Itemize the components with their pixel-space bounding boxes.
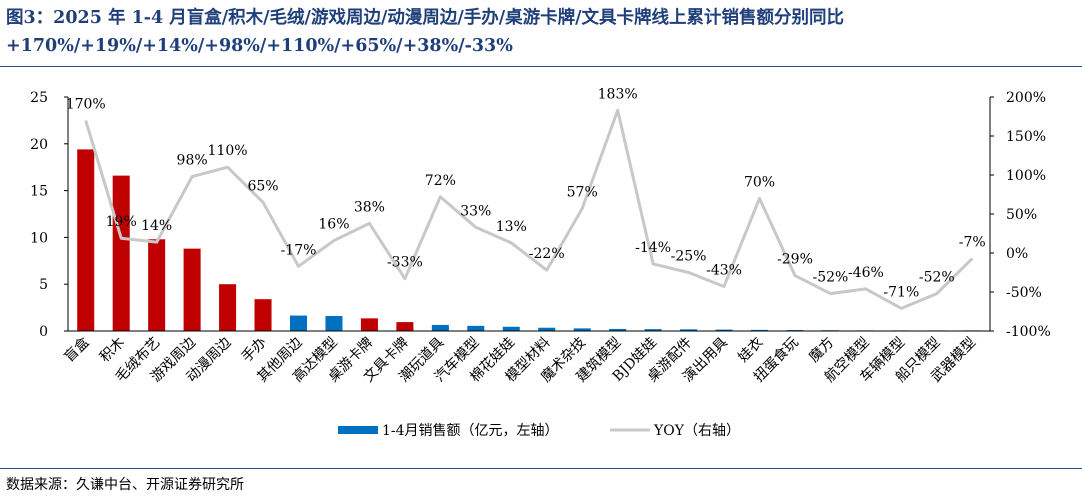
bar-6 (254, 299, 272, 331)
yoy-label-15: 57% (567, 185, 598, 201)
bar-16 (609, 328, 627, 331)
bar-4 (183, 248, 201, 331)
yoy-label-6: 65% (247, 178, 278, 194)
x-tick-label: 积木 (97, 335, 128, 366)
right-tick-label: -50% (1006, 285, 1042, 301)
left-y-axis: 0 5 10 15 20 25 (30, 90, 69, 340)
legend-bar-label: 1-4月销售额（亿元，左轴） (382, 423, 559, 439)
yoy-line (84, 108, 974, 310)
yoy-data-labels: 170% 19% 14% 98%110% 65% -17%16% 38% -33% 72%33%… (66, 86, 986, 300)
bar-17 (644, 329, 662, 331)
bar-18 (680, 329, 698, 331)
yoy-label-21: -29% (777, 252, 813, 268)
yoy-line-series (84, 108, 974, 310)
right-tick-label: 50% (1006, 207, 1037, 223)
right-tick-label: 200% (1006, 90, 1046, 106)
yoy-label-23: -46% (848, 265, 884, 281)
left-tick-label: 15 (30, 184, 48, 200)
bar-12 (467, 325, 485, 331)
left-tick-label: 0 (39, 324, 48, 340)
legend-bar-swatch (338, 426, 378, 434)
yoy-label-9: 38% (354, 199, 385, 215)
left-tick-label: 10 (30, 230, 48, 246)
bar-5 (219, 284, 237, 331)
bar-10 (396, 322, 414, 331)
source-divider (0, 468, 1082, 469)
left-tick-label: 20 (30, 137, 48, 153)
yoy-label-2: 19% (106, 214, 137, 230)
yoy-label-24: -71% (883, 284, 919, 300)
yoy-label-1: 170% (66, 96, 106, 112)
source-note: 数据来源：久谦中台、开源证券研究所 (6, 477, 244, 493)
right-tick-label: 100% (1006, 168, 1046, 184)
bar-11 (431, 324, 449, 331)
right-y-axis: -100% -50% 0% 50% 100% 150% 200% (989, 90, 1051, 340)
x-tick-label: 盲盒 (61, 334, 93, 366)
bar-8 (325, 316, 343, 331)
bar-9 (360, 318, 378, 331)
yoy-label-12: 33% (460, 203, 491, 219)
bar-7 (289, 315, 308, 331)
title-divider (0, 66, 1082, 67)
bar-1 (77, 149, 95, 331)
bar-14 (538, 327, 556, 331)
right-tick-label: 150% (1006, 129, 1046, 145)
bar-20 (750, 329, 769, 331)
yoy-label-7: -17% (281, 242, 317, 258)
yoy-label-4: 98% (177, 153, 208, 169)
yoy-label-8: 16% (318, 217, 349, 233)
yoy-label-20: 70% (744, 174, 775, 190)
bar-15 (573, 328, 591, 331)
bar-2 (112, 175, 130, 331)
left-tick-label: 25 (30, 90, 48, 106)
yoy-label-10: -33% (387, 255, 423, 271)
bar-series (77, 149, 981, 331)
yoy-label-13: 13% (496, 219, 527, 235)
chart-title: 图3：2025 年 1-4 月盲盒/积木/毛绒/游戏周边/动漫周边/手办/桌游卡… (6, 8, 845, 56)
right-tick-label: 0% (1006, 246, 1028, 262)
right-tick-label: -100% (1006, 324, 1051, 340)
x-tick-label: 娃衣 (735, 335, 766, 366)
yoy-label-3: 14% (141, 218, 172, 234)
bar-19 (715, 329, 733, 331)
yoy-label-16: 183% (598, 86, 638, 102)
yoy-label-5: 110% (208, 143, 248, 159)
yoy-label-11: 72% (425, 173, 456, 189)
bar-13 (502, 326, 520, 331)
yoy-label-18: -25% (671, 249, 707, 265)
legend-line-label: YOY（右轴） (653, 423, 740, 439)
x-tick-label: 魔方 (806, 335, 837, 366)
legend: 1-4月销售额（亿元，左轴） YOY（右轴） (338, 423, 740, 439)
yoy-label-22: -52% (812, 270, 848, 286)
left-tick-label: 5 (39, 277, 48, 293)
yoy-label-17: -14% (635, 240, 671, 256)
yoy-label-19: -43% (706, 263, 742, 279)
yoy-label-25: -52% (919, 270, 955, 286)
x-tick-label: 手办 (239, 335, 270, 366)
bar-3 (148, 239, 166, 331)
yoy-label-26: -7% (959, 234, 986, 250)
yoy-label-14: -22% (529, 246, 565, 262)
